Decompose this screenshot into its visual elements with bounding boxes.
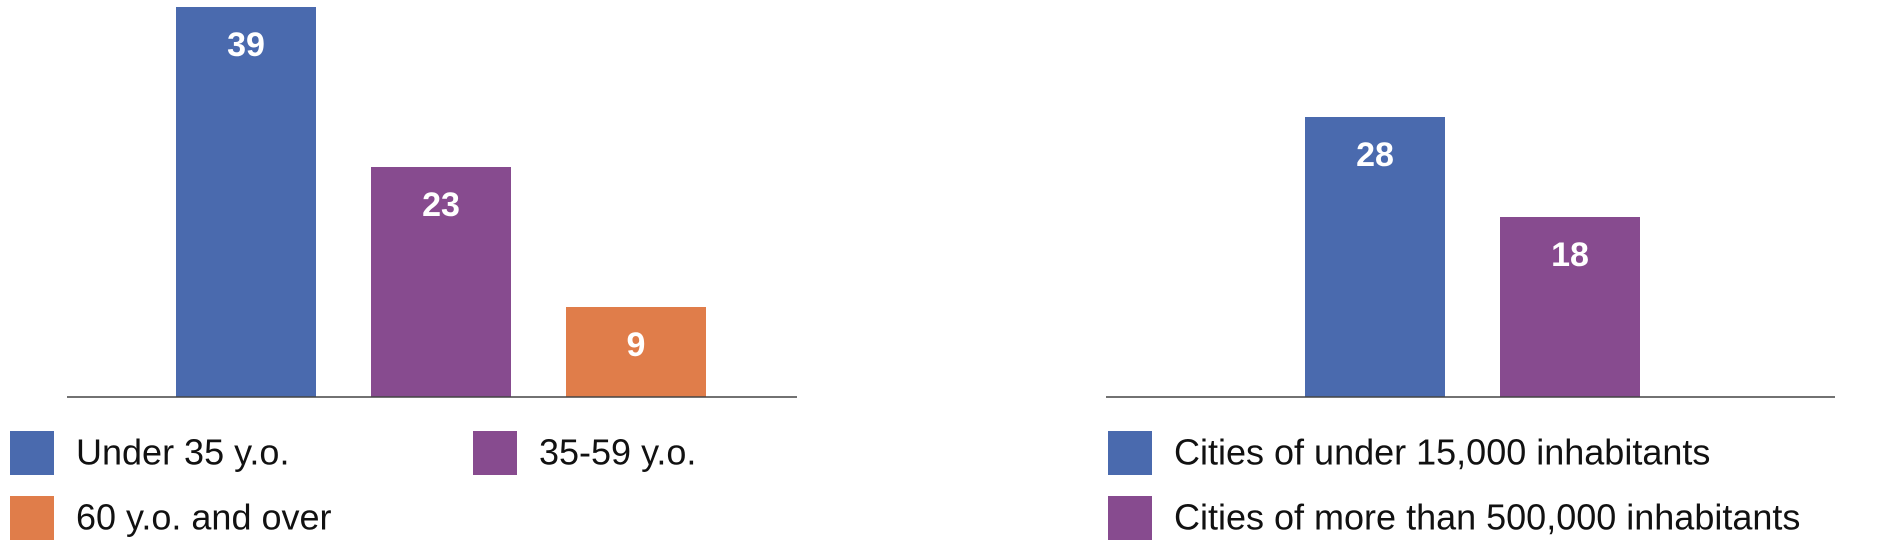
legend-label: Under 35 y.o. (76, 432, 289, 473)
data-label: 39 (227, 26, 265, 64)
bar (1305, 117, 1445, 397)
bar (371, 167, 511, 397)
bar (1500, 217, 1640, 397)
legend-label: 35-59 y.o. (539, 432, 696, 473)
legend-swatch (10, 431, 54, 475)
data-label: 28 (1356, 136, 1394, 174)
bar (176, 7, 316, 397)
legend-swatch (1108, 496, 1152, 540)
legend-swatch (473, 431, 517, 475)
data-label: 18 (1551, 236, 1589, 274)
legend-swatch (10, 496, 54, 540)
data-label: 23 (422, 186, 460, 224)
legend-label: 60 y.o. and over (76, 497, 332, 538)
bar (566, 307, 706, 397)
legend-label: Cities of under 15,000 inhabitants (1174, 432, 1710, 473)
data-label: 9 (627, 326, 646, 364)
legend-swatch (1108, 431, 1152, 475)
legend-label: Cities of more than 500,000 inhabitants (1174, 497, 1800, 538)
